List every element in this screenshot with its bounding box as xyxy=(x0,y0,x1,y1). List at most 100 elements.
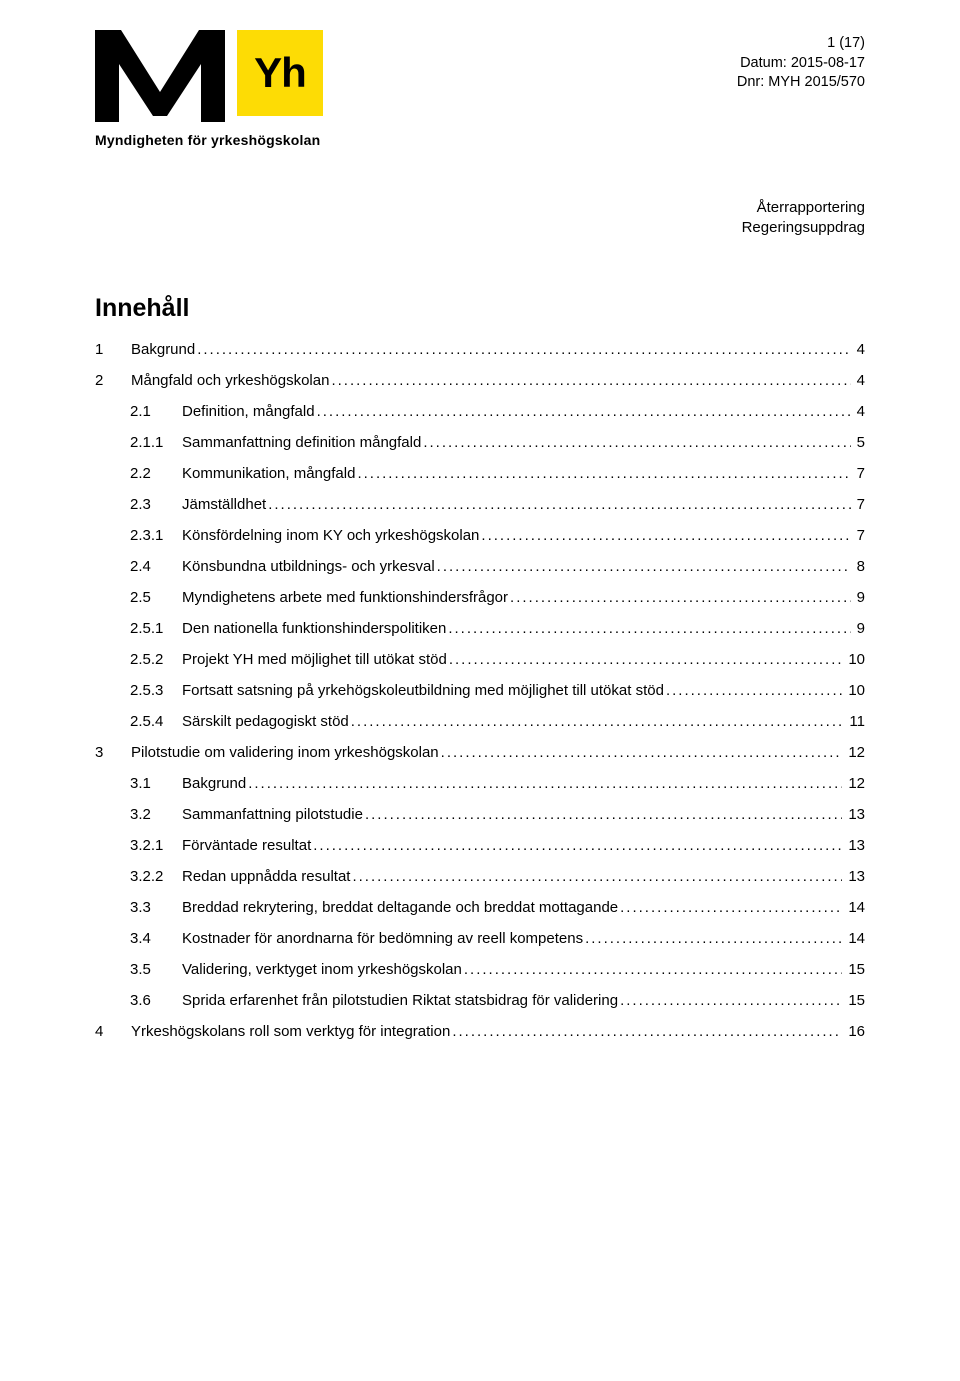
toc-number: 2.5.4 xyxy=(130,713,182,730)
toc-label: Särskilt pedagogiskt stöd xyxy=(182,713,349,730)
logo-m-icon xyxy=(95,30,225,122)
toc-page-number: 4 xyxy=(853,403,865,420)
toc-leader-dots xyxy=(620,992,842,1009)
toc-page-number: 15 xyxy=(844,992,865,1009)
toc-number: 4 xyxy=(95,1023,131,1040)
toc-page-number: 13 xyxy=(844,806,865,823)
toc-row[interactable]: 3Pilotstudie om validering inom yrkeshög… xyxy=(95,744,865,761)
toc-page-number: 13 xyxy=(844,837,865,854)
toc-number: 1 xyxy=(95,341,131,358)
toc-row[interactable]: 2.4Könsbundna utbildnings- och yrkesval8 xyxy=(95,558,865,575)
toc-page-number: 5 xyxy=(853,434,865,451)
logo-block: Yh Myndigheten för yrkeshögskolan xyxy=(95,30,323,148)
report-type-line1: Återrapportering xyxy=(95,198,865,218)
toc-row[interactable]: 3.4Kostnader för anordnarna för bedömnin… xyxy=(95,930,865,947)
toc-number: 2.5.1 xyxy=(130,620,182,637)
toc-number: 2.5.2 xyxy=(130,651,182,668)
toc-number: 2.5.3 xyxy=(130,682,182,699)
toc-label: Sprida erfarenhet från pilotstudien Rikt… xyxy=(182,992,618,1009)
toc-row[interactable]: 3.2Sammanfattning pilotstudie13 xyxy=(95,806,865,823)
toc-leader-dots xyxy=(510,589,851,606)
toc-row[interactable]: 1Bakgrund4 xyxy=(95,341,865,358)
toc-number: 2 xyxy=(95,372,131,389)
logo-row: Yh xyxy=(95,30,323,122)
toc-label: Jämställdhet xyxy=(182,496,266,513)
toc-leader-dots xyxy=(331,372,850,389)
header: Yh Myndigheten för yrkeshögskolan 1 (17)… xyxy=(95,30,865,148)
toc-row[interactable]: 3.6Sprida erfarenhet från pilotstudien R… xyxy=(95,992,865,1009)
page-title: Innehåll xyxy=(95,294,865,323)
toc-row[interactable]: 2.3Jämställdhet7 xyxy=(95,496,865,513)
table-of-contents: 1Bakgrund42Mångfald och yrkeshögskolan42… xyxy=(95,341,865,1040)
toc-label: Kommunikation, mångfald xyxy=(182,465,355,482)
toc-page-number: 7 xyxy=(853,465,865,482)
report-type: Återrapportering Regeringsuppdrag xyxy=(95,198,865,239)
toc-page-number: 13 xyxy=(844,868,865,885)
toc-leader-dots xyxy=(666,682,842,699)
toc-label: Sammanfattning definition mångfald xyxy=(182,434,421,451)
toc-page-number: 12 xyxy=(844,744,865,761)
logo-subtitle: Myndigheten för yrkeshögskolan xyxy=(95,132,323,148)
toc-leader-dots xyxy=(352,868,842,885)
toc-page-number: 10 xyxy=(844,682,865,699)
toc-row[interactable]: 3.2.2Redan uppnådda resultat13 xyxy=(95,868,865,885)
toc-row[interactable]: 4Yrkeshögskolans roll som verktyg för in… xyxy=(95,1023,865,1040)
toc-row[interactable]: 3.1Bakgrund12 xyxy=(95,775,865,792)
toc-leader-dots xyxy=(248,775,842,792)
toc-page-number: 15 xyxy=(844,961,865,978)
toc-label: Pilotstudie om validering inom yrkeshögs… xyxy=(131,744,439,761)
logo-yh-icon: Yh xyxy=(237,30,323,116)
toc-number: 3.4 xyxy=(130,930,182,947)
date-label: Datum: 2015-08-17 xyxy=(737,54,865,74)
toc-label: Könsbundna utbildnings- och yrkesval xyxy=(182,558,435,575)
toc-leader-dots xyxy=(197,341,850,358)
toc-leader-dots xyxy=(317,403,851,420)
toc-label: Breddad rekrytering, breddat deltagande … xyxy=(182,899,618,916)
page-indicator: 1 (17) xyxy=(737,34,865,54)
toc-label: Projekt YH med möjlighet till utökat stö… xyxy=(182,651,447,668)
toc-page-number: 8 xyxy=(853,558,865,575)
toc-leader-dots xyxy=(464,961,842,978)
toc-label: Yrkeshögskolans roll som verktyg för int… xyxy=(131,1023,450,1040)
toc-row[interactable]: 3.3Breddad rekrytering, breddat deltagan… xyxy=(95,899,865,916)
toc-row[interactable]: 3.5Validering, verktyget inom yrkeshögsk… xyxy=(95,961,865,978)
toc-leader-dots xyxy=(441,744,843,761)
toc-leader-dots xyxy=(423,434,850,451)
toc-leader-dots xyxy=(437,558,851,575)
toc-leader-dots xyxy=(313,837,842,854)
meta-block: 1 (17) Datum: 2015-08-17 Dnr: MYH 2015/5… xyxy=(737,30,865,93)
toc-row[interactable]: 2.5.1Den nationella funktionshinderspoli… xyxy=(95,620,865,637)
toc-number: 2.3 xyxy=(130,496,182,513)
toc-row[interactable]: 3.2.1Förväntade resultat13 xyxy=(95,837,865,854)
toc-page-number: 9 xyxy=(853,589,865,606)
toc-row[interactable]: 2Mångfald och yrkeshögskolan4 xyxy=(95,372,865,389)
toc-leader-dots xyxy=(357,465,850,482)
toc-leader-dots xyxy=(620,899,842,916)
toc-row[interactable]: 2.5.3Fortsatt satsning på yrkehögskoleut… xyxy=(95,682,865,699)
toc-page-number: 9 xyxy=(853,620,865,637)
toc-row[interactable]: 2.2Kommunikation, mångfald7 xyxy=(95,465,865,482)
toc-leader-dots xyxy=(268,496,850,513)
toc-number: 3.6 xyxy=(130,992,182,1009)
toc-row[interactable]: 2.5Myndighetens arbete med funktionshind… xyxy=(95,589,865,606)
toc-page-number: 14 xyxy=(844,899,865,916)
toc-number: 3 xyxy=(95,744,131,761)
toc-label: Fortsatt satsning på yrkehögskoleutbildn… xyxy=(182,682,664,699)
toc-row[interactable]: 2.3.1Könsfördelning inom KY och yrkeshög… xyxy=(95,527,865,544)
toc-label: Könsfördelning inom KY och yrkeshögskola… xyxy=(182,527,479,544)
toc-leader-dots xyxy=(481,527,850,544)
toc-row[interactable]: 2.1.1Sammanfattning definition mångfald5 xyxy=(95,434,865,451)
toc-label: Definition, mångfald xyxy=(182,403,315,420)
toc-row[interactable]: 2.5.4Särskilt pedagogiskt stöd 11 xyxy=(95,713,865,730)
toc-page-number: 7 xyxy=(853,527,865,544)
toc-label: Redan uppnådda resultat xyxy=(182,868,350,885)
toc-page-number: 14 xyxy=(844,930,865,947)
toc-row[interactable]: 2.1Definition, mångfald4 xyxy=(95,403,865,420)
toc-leader-dots xyxy=(585,930,842,947)
toc-row[interactable]: 2.5.2Projekt YH med möjlighet till utöka… xyxy=(95,651,865,668)
toc-label: Kostnader för anordnarna för bedömning a… xyxy=(182,930,583,947)
toc-leader-dots xyxy=(449,651,842,668)
toc-page-number: 11 xyxy=(845,713,865,730)
toc-number: 3.2.1 xyxy=(130,837,182,854)
toc-number: 3.3 xyxy=(130,899,182,916)
